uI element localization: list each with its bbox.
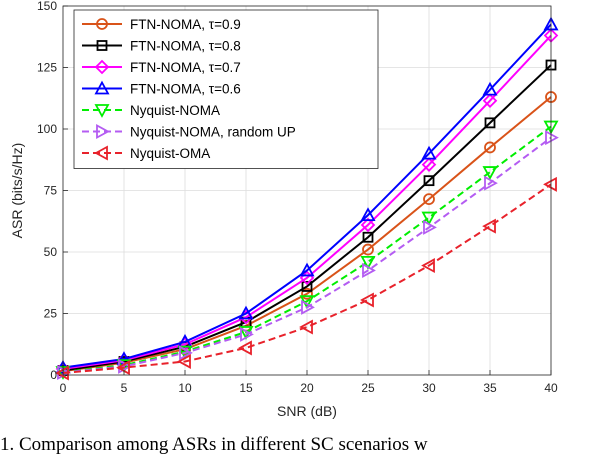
- series-layer: [55, 16, 559, 381]
- data-point-marker: [423, 175, 435, 187]
- legend-entry: FTN-NOMA, τ=0.8: [82, 39, 241, 54]
- y-tick-label: 25: [44, 307, 58, 321]
- tick-labels: 0 5 10 15 20 25 30 35 40 0 25 50 75 100 125 150: [37, 0, 558, 395]
- data-point-marker: [299, 262, 315, 277]
- legend: FTN-NOMA, τ=0.9 FTN-NOMA, τ=0.8 FTN-NOMA, …: [73, 9, 379, 169]
- data-point-marker: [421, 211, 437, 226]
- legend-marker: [94, 104, 110, 118]
- data-point-marker: [55, 365, 69, 381]
- data-point-marker: [545, 130, 559, 146]
- legend-label: Nyquist-NOMA, random UP: [130, 125, 296, 140]
- legend-entry: FTN-NOMA, τ=0.9: [82, 17, 241, 32]
- data-point-marker: [360, 255, 376, 270]
- legend-marker: [96, 18, 108, 30]
- data-point-marker: [423, 193, 435, 206]
- legend-marker: [96, 40, 108, 51]
- series-line: [62, 136, 552, 374]
- series-line: [62, 125, 552, 374]
- legend-entry: Nyquist-NOMA: [82, 103, 220, 118]
- data-point-marker: [484, 175, 498, 191]
- data-point-marker: [482, 166, 498, 180]
- series-line: [62, 96, 552, 373]
- data-point-marker: [299, 319, 313, 335]
- y-tick-label: 100: [37, 122, 57, 136]
- x-tick-label: 30: [422, 381, 436, 395]
- y-axis-label: ASR (bits/s/Hz): [9, 143, 25, 239]
- y-tick-label: 150: [37, 0, 57, 13]
- x-axis-label: SNR (dB): [277, 403, 337, 419]
- data-point-marker: [238, 305, 254, 320]
- data-point-marker: [484, 117, 496, 129]
- data-point-marker: [179, 345, 193, 361]
- x-tick-label: 5: [121, 381, 128, 395]
- x-tick-label: 25: [361, 381, 375, 395]
- data-point-marker: [423, 219, 437, 235]
- y-tick-label: 75: [44, 184, 58, 198]
- data-point-marker: [482, 81, 498, 96]
- legend-box: [73, 9, 379, 169]
- data-point-marker: [360, 207, 376, 222]
- legend-entry: FTN-NOMA, τ=0.7: [82, 59, 241, 75]
- figure-caption: 1. Comparison among ASRs in different SC…: [0, 434, 428, 455]
- data-point-marker: [482, 218, 496, 234]
- legend-label: Nyquist-OMA: [130, 146, 210, 161]
- data-point-marker: [301, 299, 315, 315]
- data-point-marker: [362, 243, 374, 256]
- data-point-marker: [301, 281, 313, 292]
- data-point-marker: [482, 93, 498, 108]
- data-point-marker: [116, 360, 130, 376]
- data-point-marker: [362, 231, 374, 243]
- legend-marker: [94, 80, 110, 95]
- data-point-marker: [421, 145, 437, 160]
- series-line: [62, 64, 552, 372]
- legend-marker: [96, 123, 110, 140]
- legend-label: FTN-NOMA, τ=0.9: [130, 17, 241, 32]
- y-tick-label: 125: [37, 61, 57, 75]
- legend-marker: [94, 59, 110, 75]
- data-point-marker: [238, 340, 252, 356]
- legend-marker: [94, 145, 108, 161]
- legend-label: Nyquist-NOMA: [130, 103, 220, 118]
- series-7: [55, 176, 557, 381]
- legend-entry: Nyquist-NOMA, random UP: [82, 123, 296, 140]
- data-point-marker: [484, 141, 496, 154]
- x-tick-label: 40: [544, 381, 558, 395]
- x-tick-label: 20: [300, 381, 314, 395]
- data-point-marker: [301, 287, 313, 300]
- data-point-marker: [240, 326, 254, 342]
- series-line: [62, 183, 552, 375]
- data-point-marker: [177, 353, 191, 369]
- x-tick-label: 15: [239, 381, 253, 395]
- x-tick-label: 0: [60, 381, 67, 395]
- data-point-marker: [360, 217, 376, 233]
- legend-entry: Nyquist-OMA: [82, 145, 210, 161]
- data-point-marker: [543, 176, 557, 192]
- x-tick-label: 10: [178, 381, 192, 395]
- series-4: [55, 16, 559, 374]
- data-point-marker: [362, 262, 376, 278]
- y-tick-label: 50: [44, 245, 58, 259]
- data-point-marker: [360, 292, 374, 308]
- legend-entry: FTN-NOMA, τ=0.6: [82, 80, 241, 97]
- legend-label: FTN-NOMA, τ=0.7: [130, 60, 241, 75]
- data-point-marker: [421, 258, 435, 274]
- x-tick-label: 35: [483, 381, 497, 395]
- series-line: [62, 34, 552, 370]
- series-line: [62, 23, 552, 369]
- legend-label: FTN-NOMA, τ=0.8: [130, 39, 241, 54]
- asr-vs-snr-chart: 0 5 10 15 20 25 30 35 40 0 25 50 75 100 125 150 SNR (dB…: [9, 0, 559, 419]
- legend-label: FTN-NOMA, τ=0.6: [130, 82, 241, 97]
- y-tick-label: 0: [50, 368, 57, 382]
- data-point-marker: [421, 157, 437, 172]
